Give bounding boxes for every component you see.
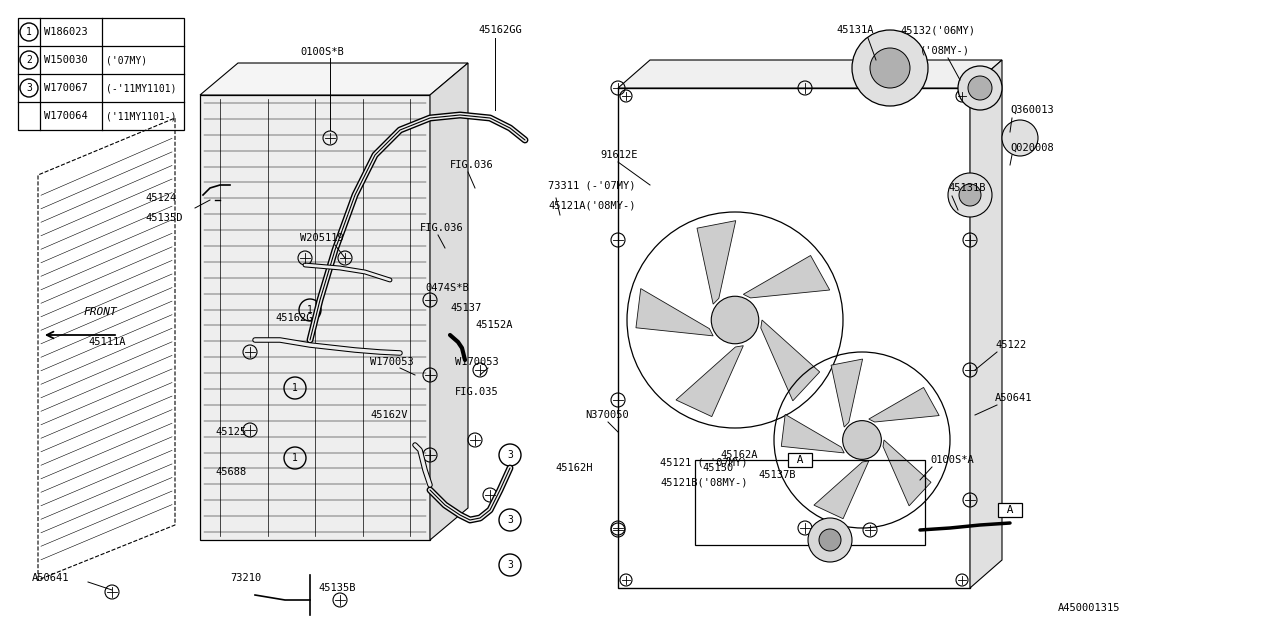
- Text: 45162GG: 45162GG: [477, 25, 522, 35]
- Text: A: A: [1000, 505, 1020, 515]
- Text: 45135D: 45135D: [145, 213, 183, 223]
- Text: 45162A: 45162A: [721, 450, 758, 460]
- Text: 3: 3: [507, 450, 513, 460]
- Text: 45111A: 45111A: [88, 337, 125, 347]
- Text: 45125: 45125: [215, 427, 246, 437]
- Polygon shape: [744, 255, 829, 298]
- Text: 91612E: 91612E: [600, 150, 637, 160]
- Text: ('11MY1101-): ('11MY1101-): [106, 111, 177, 121]
- Circle shape: [842, 420, 882, 460]
- Text: 45137: 45137: [451, 303, 481, 313]
- Text: 1: 1: [26, 27, 32, 37]
- Circle shape: [968, 76, 992, 100]
- Circle shape: [852, 30, 928, 106]
- Polygon shape: [831, 359, 863, 427]
- Circle shape: [959, 184, 980, 206]
- Text: 45162G: 45162G: [275, 313, 312, 323]
- Text: A50641: A50641: [995, 393, 1033, 403]
- Text: (-'11MY1101): (-'11MY1101): [106, 83, 177, 93]
- Text: 45150: 45150: [701, 463, 733, 473]
- Polygon shape: [618, 60, 1002, 88]
- Text: 3: 3: [26, 83, 32, 93]
- Bar: [18, 18, 184, 130]
- Text: W150030: W150030: [44, 55, 88, 65]
- Text: 73210: 73210: [230, 573, 261, 583]
- Polygon shape: [200, 95, 430, 540]
- Circle shape: [808, 518, 852, 562]
- Text: A: A: [790, 455, 810, 465]
- Text: FIG.036: FIG.036: [451, 160, 494, 170]
- Circle shape: [712, 296, 759, 344]
- Text: FIG.035: FIG.035: [454, 387, 499, 397]
- Text: 45121B('08MY-): 45121B('08MY-): [660, 477, 748, 487]
- Polygon shape: [970, 60, 1002, 588]
- Text: 45137B: 45137B: [758, 470, 795, 480]
- Text: W186023: W186023: [44, 27, 88, 37]
- Text: 0474S*B: 0474S*B: [425, 283, 468, 293]
- Text: 1: 1: [292, 383, 298, 393]
- Text: A50641: A50641: [32, 573, 69, 583]
- Text: 0100S*B: 0100S*B: [300, 47, 344, 57]
- Polygon shape: [781, 415, 845, 453]
- Text: 1: 1: [292, 453, 298, 463]
- Text: 45121 (-'07MY): 45121 (-'07MY): [660, 457, 748, 467]
- Text: W170053: W170053: [370, 357, 413, 367]
- Text: 45131B: 45131B: [948, 183, 986, 193]
- Text: 45135B: 45135B: [317, 583, 356, 593]
- Text: FRONT: FRONT: [83, 307, 116, 317]
- Text: W170053: W170053: [454, 357, 499, 367]
- Circle shape: [948, 173, 992, 217]
- Text: 45124: 45124: [145, 193, 177, 203]
- Polygon shape: [636, 289, 713, 336]
- Text: A450001315: A450001315: [1057, 603, 1120, 613]
- Text: N370050: N370050: [585, 410, 628, 420]
- Text: Q020008: Q020008: [1010, 143, 1053, 153]
- Circle shape: [819, 529, 841, 551]
- Text: 45131A: 45131A: [836, 25, 873, 35]
- Polygon shape: [869, 387, 940, 422]
- Text: 45122: 45122: [995, 340, 1027, 350]
- Circle shape: [957, 66, 1002, 110]
- Text: 45121A('08MY-): 45121A('08MY-): [548, 200, 635, 210]
- Text: 45162V: 45162V: [370, 410, 407, 420]
- Polygon shape: [698, 221, 736, 304]
- Polygon shape: [883, 440, 931, 506]
- Text: 2: 2: [26, 55, 32, 65]
- Text: 1: 1: [307, 305, 312, 315]
- Polygon shape: [430, 63, 468, 540]
- Text: 45688: 45688: [215, 467, 246, 477]
- Text: 3: 3: [507, 560, 513, 570]
- Text: 3: 3: [507, 515, 513, 525]
- Polygon shape: [200, 63, 468, 95]
- Text: ('08MY-): ('08MY-): [920, 45, 970, 55]
- Text: Q360013: Q360013: [1010, 105, 1053, 115]
- Text: FIG.036: FIG.036: [420, 223, 463, 233]
- Text: W205119: W205119: [300, 233, 344, 243]
- Text: W170067: W170067: [44, 83, 88, 93]
- Circle shape: [1002, 120, 1038, 156]
- Text: 73311 (-'07MY): 73311 (-'07MY): [548, 180, 635, 190]
- Text: 45152A: 45152A: [475, 320, 512, 330]
- Text: ('07MY): ('07MY): [106, 55, 147, 65]
- Polygon shape: [814, 461, 869, 518]
- Polygon shape: [676, 346, 744, 417]
- Text: W170064: W170064: [44, 111, 88, 121]
- Circle shape: [870, 48, 910, 88]
- Text: 45162H: 45162H: [556, 463, 593, 473]
- Text: 45132('06MY): 45132('06MY): [900, 25, 975, 35]
- Text: 0100S*A: 0100S*A: [931, 455, 974, 465]
- Polygon shape: [760, 320, 819, 401]
- Bar: [695, 460, 925, 545]
